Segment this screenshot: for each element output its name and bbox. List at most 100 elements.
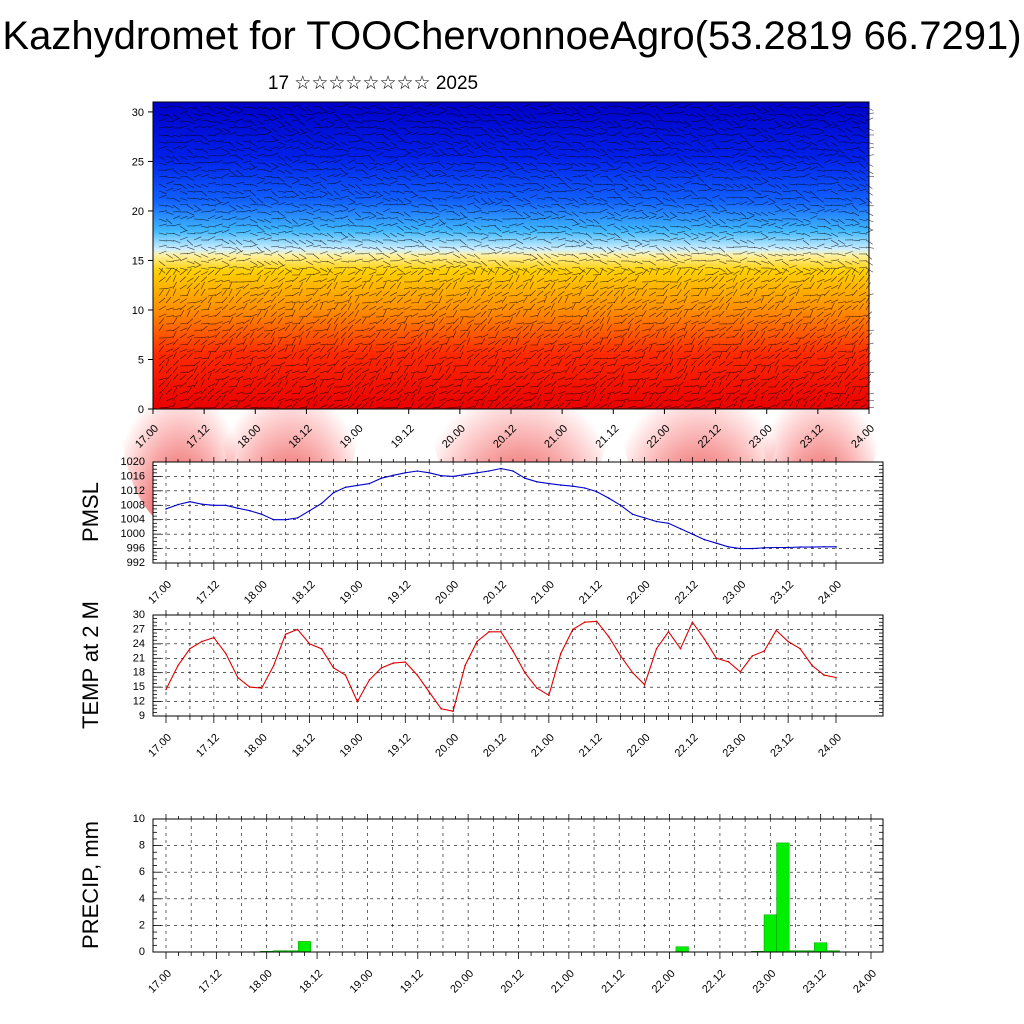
wind-barb: [599, 113, 608, 116]
wind-barb: [753, 323, 759, 332]
wind-barb: [403, 287, 412, 290]
wind-barb: [690, 267, 699, 271]
wind-barb: [606, 381, 613, 388]
wind-barb: [193, 155, 202, 158]
wind-barb: [158, 388, 165, 395]
wind-barb: [620, 183, 628, 189]
wind-barb: [851, 204, 859, 211]
wind-barb: [494, 347, 503, 353]
wind-barb: [389, 197, 398, 202]
wind-barb: [389, 270, 397, 276]
wind-barb: [438, 169, 446, 175]
wind-barb: [585, 383, 594, 388]
wind-barb: [186, 334, 195, 339]
wind-barb: [865, 218, 874, 223]
wind-barb: [690, 332, 697, 339]
wind-barb: [410, 389, 418, 395]
wind-barb: [459, 316, 464, 325]
wind-barb: [655, 215, 664, 220]
wind-barb: [823, 299, 832, 304]
wind-barb: [326, 182, 335, 185]
wind-barb: [438, 343, 447, 346]
wind-barb: [592, 148, 601, 153]
wind-barb: [865, 204, 874, 207]
wind-barb: [592, 166, 601, 171]
wind-barb: [263, 127, 272, 132]
wind-barb: [816, 269, 824, 276]
wind-barb: [312, 195, 321, 199]
wind-barb: [648, 312, 657, 318]
wind-barb: [312, 394, 318, 402]
wind-barb: [529, 323, 534, 332]
wind-barb: [445, 251, 454, 255]
wind-barb: [564, 141, 572, 147]
wind-barb: [683, 232, 691, 238]
wind-barb: [284, 203, 293, 206]
wind-barb: [284, 225, 293, 229]
wind-barb: [242, 257, 251, 262]
wind-barb: [256, 225, 264, 231]
wind-barb: [410, 162, 419, 168]
wind-barb: [858, 113, 867, 119]
wind-barb: [676, 267, 682, 276]
data-point: [572, 485, 574, 488]
wind-barb: [249, 141, 257, 147]
wind-barb: [515, 141, 523, 148]
wind-barb: [165, 275, 172, 283]
wind-barb: [172, 188, 181, 192]
wind-barb: [298, 246, 306, 253]
wind-barb: [606, 290, 614, 297]
wind-barb: [655, 267, 664, 271]
wind-barb: [361, 304, 369, 311]
wind-barb: [522, 267, 528, 276]
wind-barb: [340, 251, 349, 255]
wind-barb: [529, 175, 538, 178]
wind-barb: [431, 393, 436, 402]
wind-barb: [816, 278, 825, 283]
wind-barb: [242, 315, 252, 318]
wind-barb: [683, 103, 692, 108]
wind-barb: [207, 236, 216, 241]
wind-barb: [683, 403, 691, 409]
wind-barb: [613, 266, 622, 269]
wind-barb: [165, 286, 174, 290]
wind-barb: [466, 120, 475, 124]
wind-barb: [522, 141, 530, 148]
wind-barb: [858, 197, 866, 203]
wind-barb: [683, 308, 692, 311]
wind-barb: [641, 197, 651, 199]
wind-barb: [207, 302, 212, 311]
wind-barb: [403, 190, 412, 193]
wind-barb: [788, 394, 794, 402]
wind-barb: [221, 402, 229, 409]
wind-barb: [494, 300, 503, 304]
wind-barb: [186, 183, 195, 189]
wind-barb: [263, 355, 272, 360]
wind-barb: [816, 338, 823, 346]
wind-barb: [774, 120, 782, 127]
wind-barb: [417, 152, 426, 157]
wind-barb: [326, 386, 332, 395]
wind-barb: [683, 203, 693, 206]
wind-barb: [508, 127, 517, 132]
wind-barb: [158, 381, 165, 388]
wind-barb: [179, 225, 187, 231]
wind-barb: [809, 269, 817, 276]
wind-barb: [172, 253, 180, 259]
wind-barb: [480, 360, 488, 367]
wind-barb: [487, 308, 496, 311]
wind-barb: [571, 275, 578, 283]
wind-barb: [655, 380, 662, 388]
wind-barb: [655, 362, 664, 367]
wind-barb: [830, 190, 839, 195]
wind-barb: [172, 400, 177, 409]
wind-barb: [564, 382, 573, 388]
wind-barb: [571, 106, 579, 112]
wind-barb: [424, 347, 432, 353]
wind-barb: [809, 225, 818, 230]
wind-barb: [669, 351, 674, 360]
wind-barb: [550, 267, 556, 276]
wind-barb: [641, 127, 651, 129]
wind-barb: [830, 148, 839, 153]
wind-barb: [333, 173, 342, 178]
